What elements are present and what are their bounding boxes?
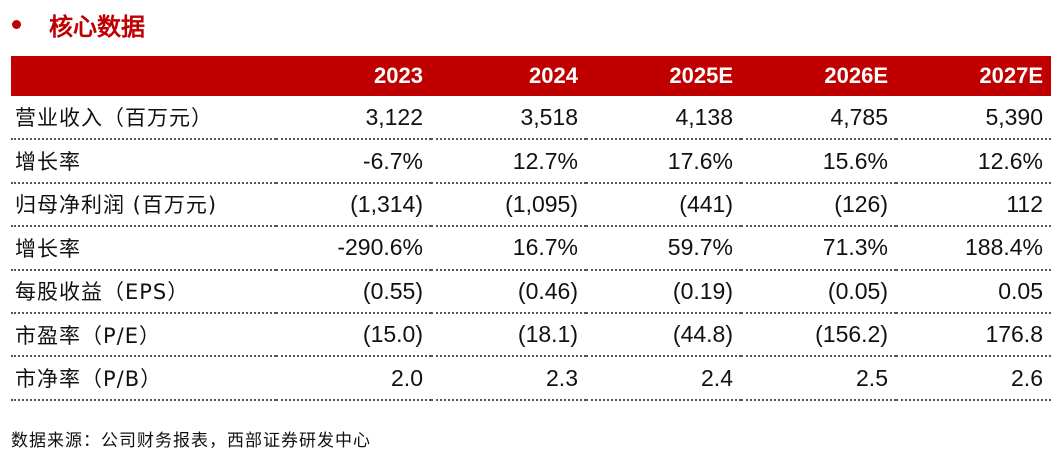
table-cell: 0.05 [896, 269, 1051, 314]
table-cell: 15.6% [741, 139, 896, 184]
header-cell-2023: 2023 [374, 63, 423, 88]
header-cell-2026e: 2026E [824, 63, 888, 88]
table-cell: 3,122 [276, 96, 431, 141]
table-cell: (156.2) [741, 312, 896, 358]
table-cell: 4,138 [586, 96, 741, 141]
table-cell: (18.1) [431, 312, 586, 358]
table-cell: 112 [896, 182, 1051, 228]
row-label: 营业收入（百万元） [11, 96, 276, 141]
table-cell: 4,785 [741, 96, 896, 141]
table-row: 市净率（P/B） 2.0 2.3 2.4 2.5 2.6 [11, 356, 1051, 401]
source-note: 数据来源：公司财务报表，西部证券研发中心 [11, 431, 371, 451]
table-cell: 71.3% [741, 226, 896, 271]
core-data-table: 2023 2024 2025E 2026E 2027E 营业收入（百万元） 3,… [11, 56, 1051, 401]
row-label: 归母净利润 (百万元) [11, 182, 276, 228]
table-cell: 5,390 [896, 96, 1051, 141]
section-heading: 核心数据 [12, 4, 145, 44]
table-cell: 2.6 [896, 356, 1051, 401]
table-row: 增长率 -6.7% 12.7% 17.6% 15.6% 12.6% [11, 139, 1051, 184]
table-row: 增长率 -290.6% 16.7% 59.7% 71.3% 188.4% [11, 226, 1051, 271]
table-cell: 2.3 [431, 356, 586, 401]
table-cell: (0.19) [586, 269, 741, 314]
page-title: 核心数据 [49, 11, 145, 41]
header-cell-2024: 2024 [529, 63, 578, 88]
row-label: 市净率（P/B） [11, 356, 276, 401]
table-cell: 16.7% [431, 226, 586, 271]
table-row: 营业收入（百万元） 3,122 3,518 4,138 4,785 5,390 [11, 96, 1051, 141]
table-cell: 188.4% [896, 226, 1051, 271]
table-cell: 176.8 [896, 312, 1051, 358]
row-label: 增长率 [11, 139, 276, 184]
table-row: 归母净利润 (百万元) (1,314) (1,095) (441) (126) … [11, 182, 1051, 228]
row-label: 市盈率（P/E） [11, 312, 276, 358]
table-cell: 2.4 [586, 356, 741, 401]
table-cell: (0.55) [276, 269, 431, 314]
table-cell: 12.7% [431, 139, 586, 184]
table-cell: -290.6% [276, 226, 431, 271]
table-cell: (441) [586, 182, 741, 228]
table-cell: (44.8) [586, 312, 741, 358]
table-cell: (15.0) [276, 312, 431, 358]
table-cell: (1,095) [431, 182, 586, 228]
header-cell-2027e: 2027E [979, 63, 1043, 88]
bullet-icon [12, 19, 21, 29]
table-row: 每股收益（EPS） (0.55) (0.46) (0.19) (0.05) 0.… [11, 269, 1051, 314]
table-cell: 3,518 [431, 96, 586, 141]
table-cell: 12.6% [896, 139, 1051, 184]
table-cell: 59.7% [586, 226, 741, 271]
table-cell: (0.46) [431, 269, 586, 314]
table-cell: -6.7% [276, 139, 431, 184]
table-header-row: 2023 2024 2025E 2026E 2027E [11, 56, 1051, 96]
row-label: 增长率 [11, 226, 276, 271]
table-cell: (0.05) [741, 269, 896, 314]
header-cell-label [11, 56, 276, 96]
table-row: 市盈率（P/E） (15.0) (18.1) (44.8) (156.2) 17… [11, 312, 1051, 358]
table-cell: (126) [741, 182, 896, 228]
row-label: 每股收益（EPS） [11, 269, 276, 314]
table-cell: (1,314) [276, 182, 431, 228]
table-cell: 17.6% [586, 139, 741, 184]
table-cell: 2.5 [741, 356, 896, 401]
header-cell-2025e: 2025E [669, 63, 733, 88]
table-cell: 2.0 [276, 356, 431, 401]
